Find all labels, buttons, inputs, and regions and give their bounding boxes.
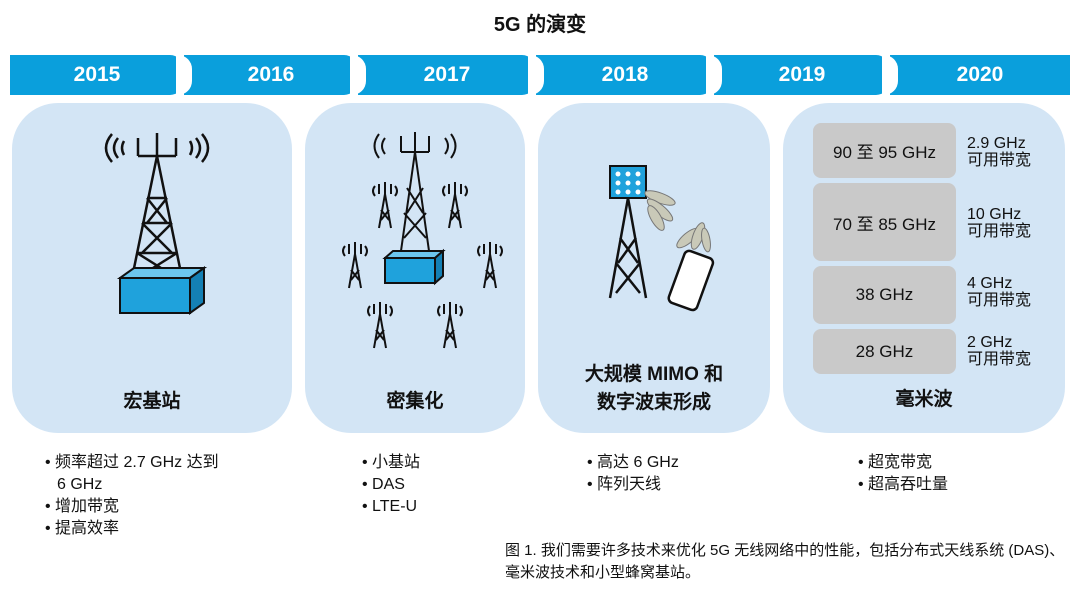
panel-macro-cell: 宏基站 [12,103,292,433]
panel-mmwave: 90 至 95 GHz 2.9 GHz 可用带宽 70 至 85 GHz 10 G… [783,103,1065,433]
bandwidth-10: 10 GHz 可用带宽 [967,206,1032,240]
mimo-antenna-phone-icon [608,165,715,312]
bandwidth-2: 2 GHz 可用带宽 [967,334,1032,368]
bullets-mmwave: 超宽带宽超高吞吐量 [858,452,948,496]
panel-label: 密集化 [386,391,444,412]
densified-towers-icon [342,132,503,349]
timeline-2015: 2015 [10,55,184,95]
timeline-2016: 2016 [176,55,358,95]
panel-densification: 密集化 [305,103,525,433]
figure-caption: 图 1. 我们需要许多技术来优化 5G 无线网络中的性能，包括分布式天线系统 (… [505,542,1065,581]
panel-label-line1: 大规模 MIMO 和 [584,364,724,385]
macro-tower-icon [104,133,210,315]
timeline-2017: 2017 [350,55,536,95]
panel-label: 毫米波 [895,389,953,410]
panel-massive-mimo: 大规模 MIMO 和 数字波束形成 [538,103,770,433]
band-70-85: 70 至 85 GHz [813,183,956,261]
timeline-2019: 2019 [706,55,890,95]
band-38: 38 GHz [813,266,956,324]
band-90-95: 90 至 95 GHz [813,123,956,178]
diagram-title: 5G 的演变 [493,14,587,36]
bandwidth-4: 4 GHz 可用带宽 [967,275,1032,309]
timeline-2018: 2018 [528,55,714,95]
timeline-2020: 2020 [882,55,1070,95]
band-28: 28 GHz [813,329,956,374]
panel-label-line2: 数字波束形成 [596,392,711,413]
bullets-macro: 频率超过 2.7 GHz 达到 6 GHz 增加带宽 提高效率 [45,452,219,540]
bullets-mimo: 高达 6 GHz阵列天线 [587,452,679,496]
panel-label: 宏基站 [123,391,181,412]
bullets-densification: 小基站DASLTE-U [362,452,420,518]
bandwidth-2.9: 2.9 GHz 可用带宽 [967,135,1032,169]
